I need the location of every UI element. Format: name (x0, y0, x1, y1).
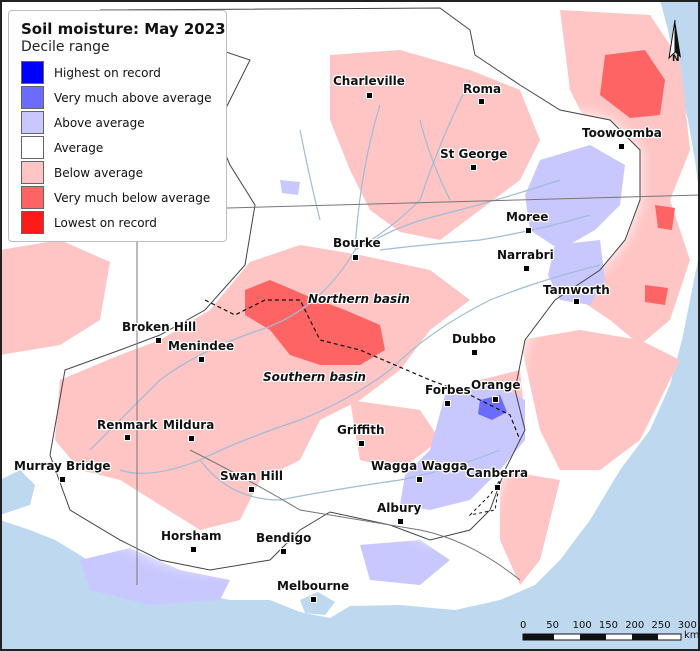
north-label: N (672, 54, 680, 64)
place-marker (397, 518, 404, 525)
north-arrow: N (664, 18, 686, 66)
act-border (468, 479, 501, 516)
scale-tick: 150 (598, 620, 618, 631)
place-label: Renmark (97, 418, 158, 432)
legend-item: Above average (21, 110, 216, 135)
legend-item: Average (21, 135, 216, 160)
place-label: Melbourne (277, 579, 350, 593)
legend-swatch (21, 86, 44, 109)
legend-swatch (21, 186, 44, 209)
legend-item: Below average (21, 160, 216, 185)
place-marker (494, 484, 501, 491)
legend-item: Highest on record (21, 60, 216, 85)
place-label: Tamworth (543, 283, 610, 297)
scale-tick: 0 (520, 620, 527, 631)
place-label: Swan Hill (220, 469, 283, 483)
place-label: Horsham (161, 529, 222, 543)
place-label: St George (440, 147, 508, 161)
place-marker (416, 476, 423, 483)
place-label: Orange (471, 378, 521, 392)
place-marker (492, 396, 499, 403)
legend-swatch (21, 111, 44, 134)
place-marker (618, 143, 625, 150)
place-label: Broken Hill (122, 320, 197, 334)
basin-anomalies (55, 50, 625, 530)
legend-subtitle: Decile range (21, 39, 110, 55)
north-arrow-icon (668, 19, 681, 60)
legend-label: Lowest on record (54, 215, 157, 230)
place-marker (59, 476, 66, 483)
legend-item: Very much below average (21, 185, 216, 210)
place-marker (280, 548, 287, 555)
place-label: Menindee (168, 339, 235, 353)
place-marker (573, 298, 580, 305)
place-marker (124, 434, 131, 441)
place-marker (478, 98, 485, 105)
place-label: Bourke (333, 236, 381, 250)
legend-label: Above average (54, 115, 145, 130)
gulf (0, 470, 35, 515)
scale-tick: 250 (651, 620, 671, 631)
place-marker (525, 227, 532, 234)
legend-item: Lowest on record (21, 210, 216, 235)
place-label: Canberra (466, 466, 529, 480)
place-label: Moree (506, 210, 549, 224)
place-marker (190, 546, 197, 553)
legend: Soil moisture: May 2023 Decile range Hig… (8, 10, 227, 242)
legend-label: Very much above average (54, 90, 212, 105)
place-marker (188, 435, 195, 442)
legend-swatch (21, 136, 44, 159)
scale-tick: 100 (572, 620, 592, 631)
legend-label: Highest on record (54, 65, 161, 80)
place-marker (366, 92, 373, 99)
legend-item: Very much above average (21, 85, 216, 110)
place-marker (470, 164, 477, 171)
scale-tick: 50 (546, 620, 560, 631)
scale-tick: 300 (677, 620, 697, 631)
place-marker (198, 356, 205, 363)
place-marker (471, 349, 478, 356)
place-marker (358, 440, 365, 447)
scale-tick: 200 (625, 620, 645, 631)
place-label: Roma (463, 82, 502, 96)
place-label: Murray Bridge (14, 459, 111, 473)
legend-swatch (21, 161, 44, 184)
place-label: Griffith (337, 423, 385, 437)
place-marker (248, 486, 255, 493)
place-marker (310, 596, 317, 603)
southern-basin-label: Southern basin (263, 370, 366, 384)
place-marker (155, 337, 162, 344)
place-label: Forbes (425, 383, 471, 397)
river-network (89, 79, 601, 501)
legend-title: Soil moisture: May 2023 (21, 20, 226, 38)
legend-label: Average (54, 140, 104, 155)
northern-basin-label: Northern basin (308, 292, 410, 306)
legend-swatch (21, 61, 44, 84)
basin-boundary (49, 7, 641, 571)
scale-unit: km (684, 630, 700, 641)
place-marker (523, 265, 530, 272)
legend-label: Very much below average (54, 190, 211, 205)
place-label: Albury (377, 501, 422, 515)
place-marker (352, 254, 359, 261)
place-label: Charleville (333, 74, 405, 88)
legend-items: Highest on record Very much above average… (21, 60, 216, 235)
place-label: Bendigo (256, 531, 312, 545)
place-label: Wagga Wagga (371, 459, 468, 473)
place-label: Dubbo (452, 332, 496, 346)
port-phillip (300, 592, 335, 615)
place-marker (444, 400, 451, 407)
place-label: Toowoomba (582, 126, 662, 140)
place-label: Narrabri (497, 248, 554, 262)
legend-label: Below average (54, 165, 144, 180)
place-label: Mildura (163, 418, 215, 432)
legend-swatch (21, 211, 44, 234)
